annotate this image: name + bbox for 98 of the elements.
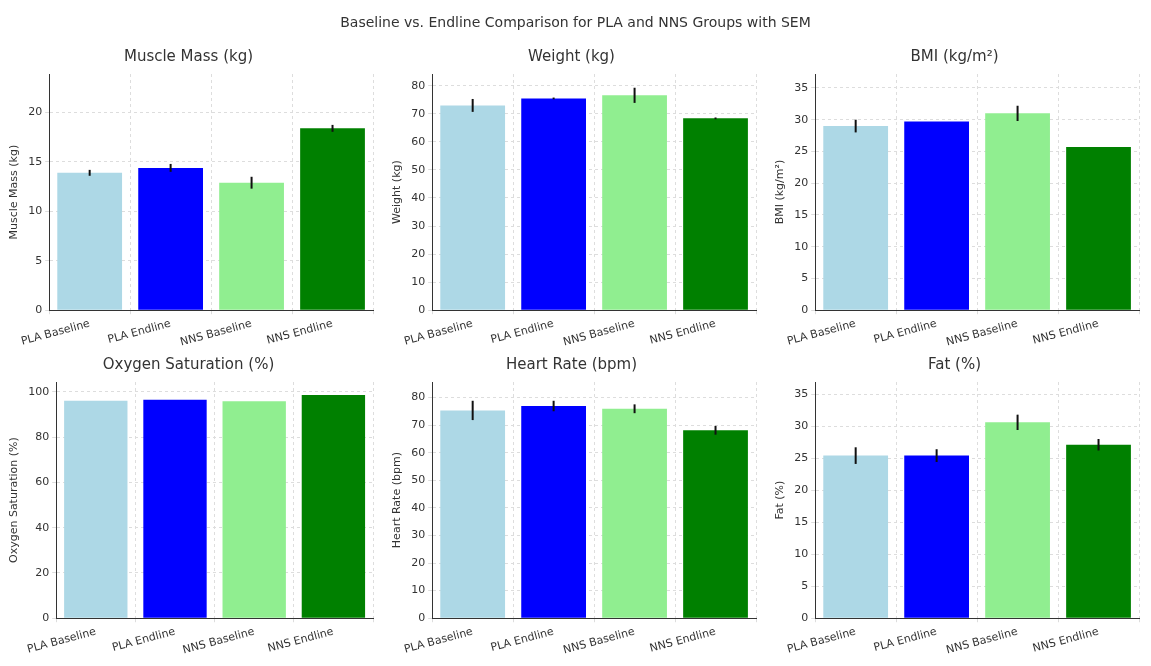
x-tick-label: PLA Baseline bbox=[785, 316, 858, 348]
y-tick-label: 80 bbox=[411, 78, 426, 92]
bar bbox=[521, 98, 586, 310]
bar bbox=[440, 105, 506, 310]
y-tick-label: 60 bbox=[411, 445, 426, 459]
chart-title: Heart Rate (bpm) bbox=[505, 354, 638, 373]
bar bbox=[300, 128, 365, 310]
x-tick-label: NNS Endline bbox=[1031, 316, 1101, 347]
bar bbox=[823, 455, 889, 618]
x-tick-label: PLA Endline bbox=[489, 624, 556, 655]
y-tick-label: 70 bbox=[411, 417, 426, 431]
y-tick-label: 60 bbox=[411, 134, 426, 148]
chart-title: Muscle Mass (kg) bbox=[123, 46, 254, 65]
x-tick-label: NNS Baseline bbox=[561, 316, 637, 349]
y-tick-label: 70 bbox=[411, 106, 426, 120]
y-tick-label: 0 bbox=[418, 303, 426, 317]
x-tick-label: NNS Baseline bbox=[178, 316, 254, 349]
y-tick-label: 0 bbox=[801, 303, 809, 317]
y-tick-label: 5 bbox=[801, 579, 809, 593]
y-tick-label: 10 bbox=[411, 275, 426, 289]
y-tick-label: 30 bbox=[411, 218, 426, 232]
x-tick-label: PLA Endline bbox=[872, 316, 939, 347]
bar bbox=[683, 430, 748, 618]
bar bbox=[602, 95, 667, 310]
y-tick-label: 20 bbox=[794, 483, 809, 497]
y-tick-label: 60 bbox=[35, 475, 50, 489]
bar bbox=[440, 410, 506, 618]
bar bbox=[602, 408, 667, 618]
y-axis-title: Muscle Mass (kg) bbox=[7, 144, 21, 240]
bar bbox=[138, 167, 203, 310]
y-tick-label: 20 bbox=[794, 176, 809, 190]
x-tick-label: PLA Baseline bbox=[19, 316, 92, 348]
y-tick-label: 10 bbox=[411, 583, 426, 597]
y-tick-label: 35 bbox=[794, 387, 809, 401]
x-tick-label: PLA Baseline bbox=[402, 624, 475, 656]
y-tick-label: 20 bbox=[35, 565, 50, 579]
bar bbox=[904, 455, 969, 618]
y-tick-label: 0 bbox=[42, 611, 50, 625]
y-tick-label: 15 bbox=[794, 515, 809, 529]
x-tick-label: NNS Baseline bbox=[944, 316, 1020, 349]
x-tick-label: PLA Baseline bbox=[785, 624, 858, 656]
y-tick-label: 100 bbox=[28, 384, 50, 398]
y-tick-label: 40 bbox=[411, 190, 426, 204]
y-tick-label: 25 bbox=[794, 144, 809, 158]
y-axis-title: Oxygen Saturation (%) bbox=[7, 437, 21, 563]
y-tick-label: 30 bbox=[411, 528, 426, 542]
y-tick-label: 10 bbox=[28, 204, 43, 218]
x-tick-label: PLA Baseline bbox=[402, 316, 475, 348]
y-tick-label: 10 bbox=[794, 547, 809, 561]
chart-title: Oxygen Saturation (%) bbox=[102, 354, 275, 373]
x-tick-label: NNS Endline bbox=[1031, 624, 1101, 655]
y-tick-label: 25 bbox=[794, 451, 809, 465]
y-tick-label: 5 bbox=[801, 271, 809, 285]
x-tick-label: NNS Endline bbox=[648, 316, 718, 347]
y-tick-label: 20 bbox=[411, 246, 426, 260]
x-tick-label: NNS Endline bbox=[648, 624, 718, 655]
bar bbox=[521, 406, 586, 618]
y-tick-label: 80 bbox=[411, 390, 426, 404]
y-tick-label: 40 bbox=[411, 500, 426, 514]
x-tick-label: NNS Baseline bbox=[561, 624, 637, 657]
y-tick-label: 0 bbox=[35, 303, 43, 317]
text: Baseline vs. Endline Comparison for PLA and NNS Groups with SEM bbox=[340, 14, 811, 30]
y-axis-title: Weight (kg) bbox=[390, 160, 404, 224]
x-tick-label: PLA Endline bbox=[106, 316, 173, 347]
chart-title: BMI (kg/m²) bbox=[910, 46, 999, 65]
bar bbox=[683, 118, 748, 310]
y-tick-label: 20 bbox=[411, 555, 426, 569]
y-tick-label: 50 bbox=[411, 162, 426, 176]
chart-title: Fat (%) bbox=[927, 354, 982, 373]
y-tick-label: 30 bbox=[794, 419, 809, 433]
y-tick-label: 35 bbox=[794, 80, 809, 94]
y-tick-label: 80 bbox=[35, 430, 50, 444]
y-tick-label: 40 bbox=[35, 520, 50, 534]
y-tick-label: 0 bbox=[418, 611, 426, 625]
x-tick-label: PLA Endline bbox=[489, 316, 556, 347]
y-axis-title: BMI (kg/m²) bbox=[773, 159, 787, 225]
bar bbox=[57, 172, 123, 310]
y-tick-label: 30 bbox=[794, 112, 809, 126]
y-axis-title: Fat (%) bbox=[773, 480, 787, 520]
x-tick-label: PLA Endline bbox=[872, 624, 939, 655]
x-tick-label: PLA Endline bbox=[110, 624, 177, 655]
y-tick-label: 15 bbox=[794, 207, 809, 221]
chart-title: Weight (kg) bbox=[528, 46, 615, 65]
y-tick-label: 0 bbox=[801, 611, 809, 625]
bar bbox=[985, 422, 1050, 618]
bar bbox=[219, 182, 284, 310]
x-tick-label: NNS Baseline bbox=[181, 624, 256, 657]
bar bbox=[1066, 444, 1131, 618]
x-tick-label: NNS Endline bbox=[266, 624, 336, 655]
x-tick-label: NNS Baseline bbox=[944, 624, 1020, 657]
x-tick-label: PLA Baseline bbox=[25, 624, 98, 656]
y-tick-label: 5 bbox=[35, 253, 43, 267]
y-tick-label: 15 bbox=[28, 154, 43, 168]
x-tick-label: NNS Endline bbox=[265, 316, 335, 347]
y-tick-label: 20 bbox=[28, 105, 43, 119]
y-tick-label: 50 bbox=[411, 473, 426, 487]
y-tick-label: 10 bbox=[794, 239, 809, 253]
y-axis-title: Heart Rate (bpm) bbox=[390, 452, 404, 549]
